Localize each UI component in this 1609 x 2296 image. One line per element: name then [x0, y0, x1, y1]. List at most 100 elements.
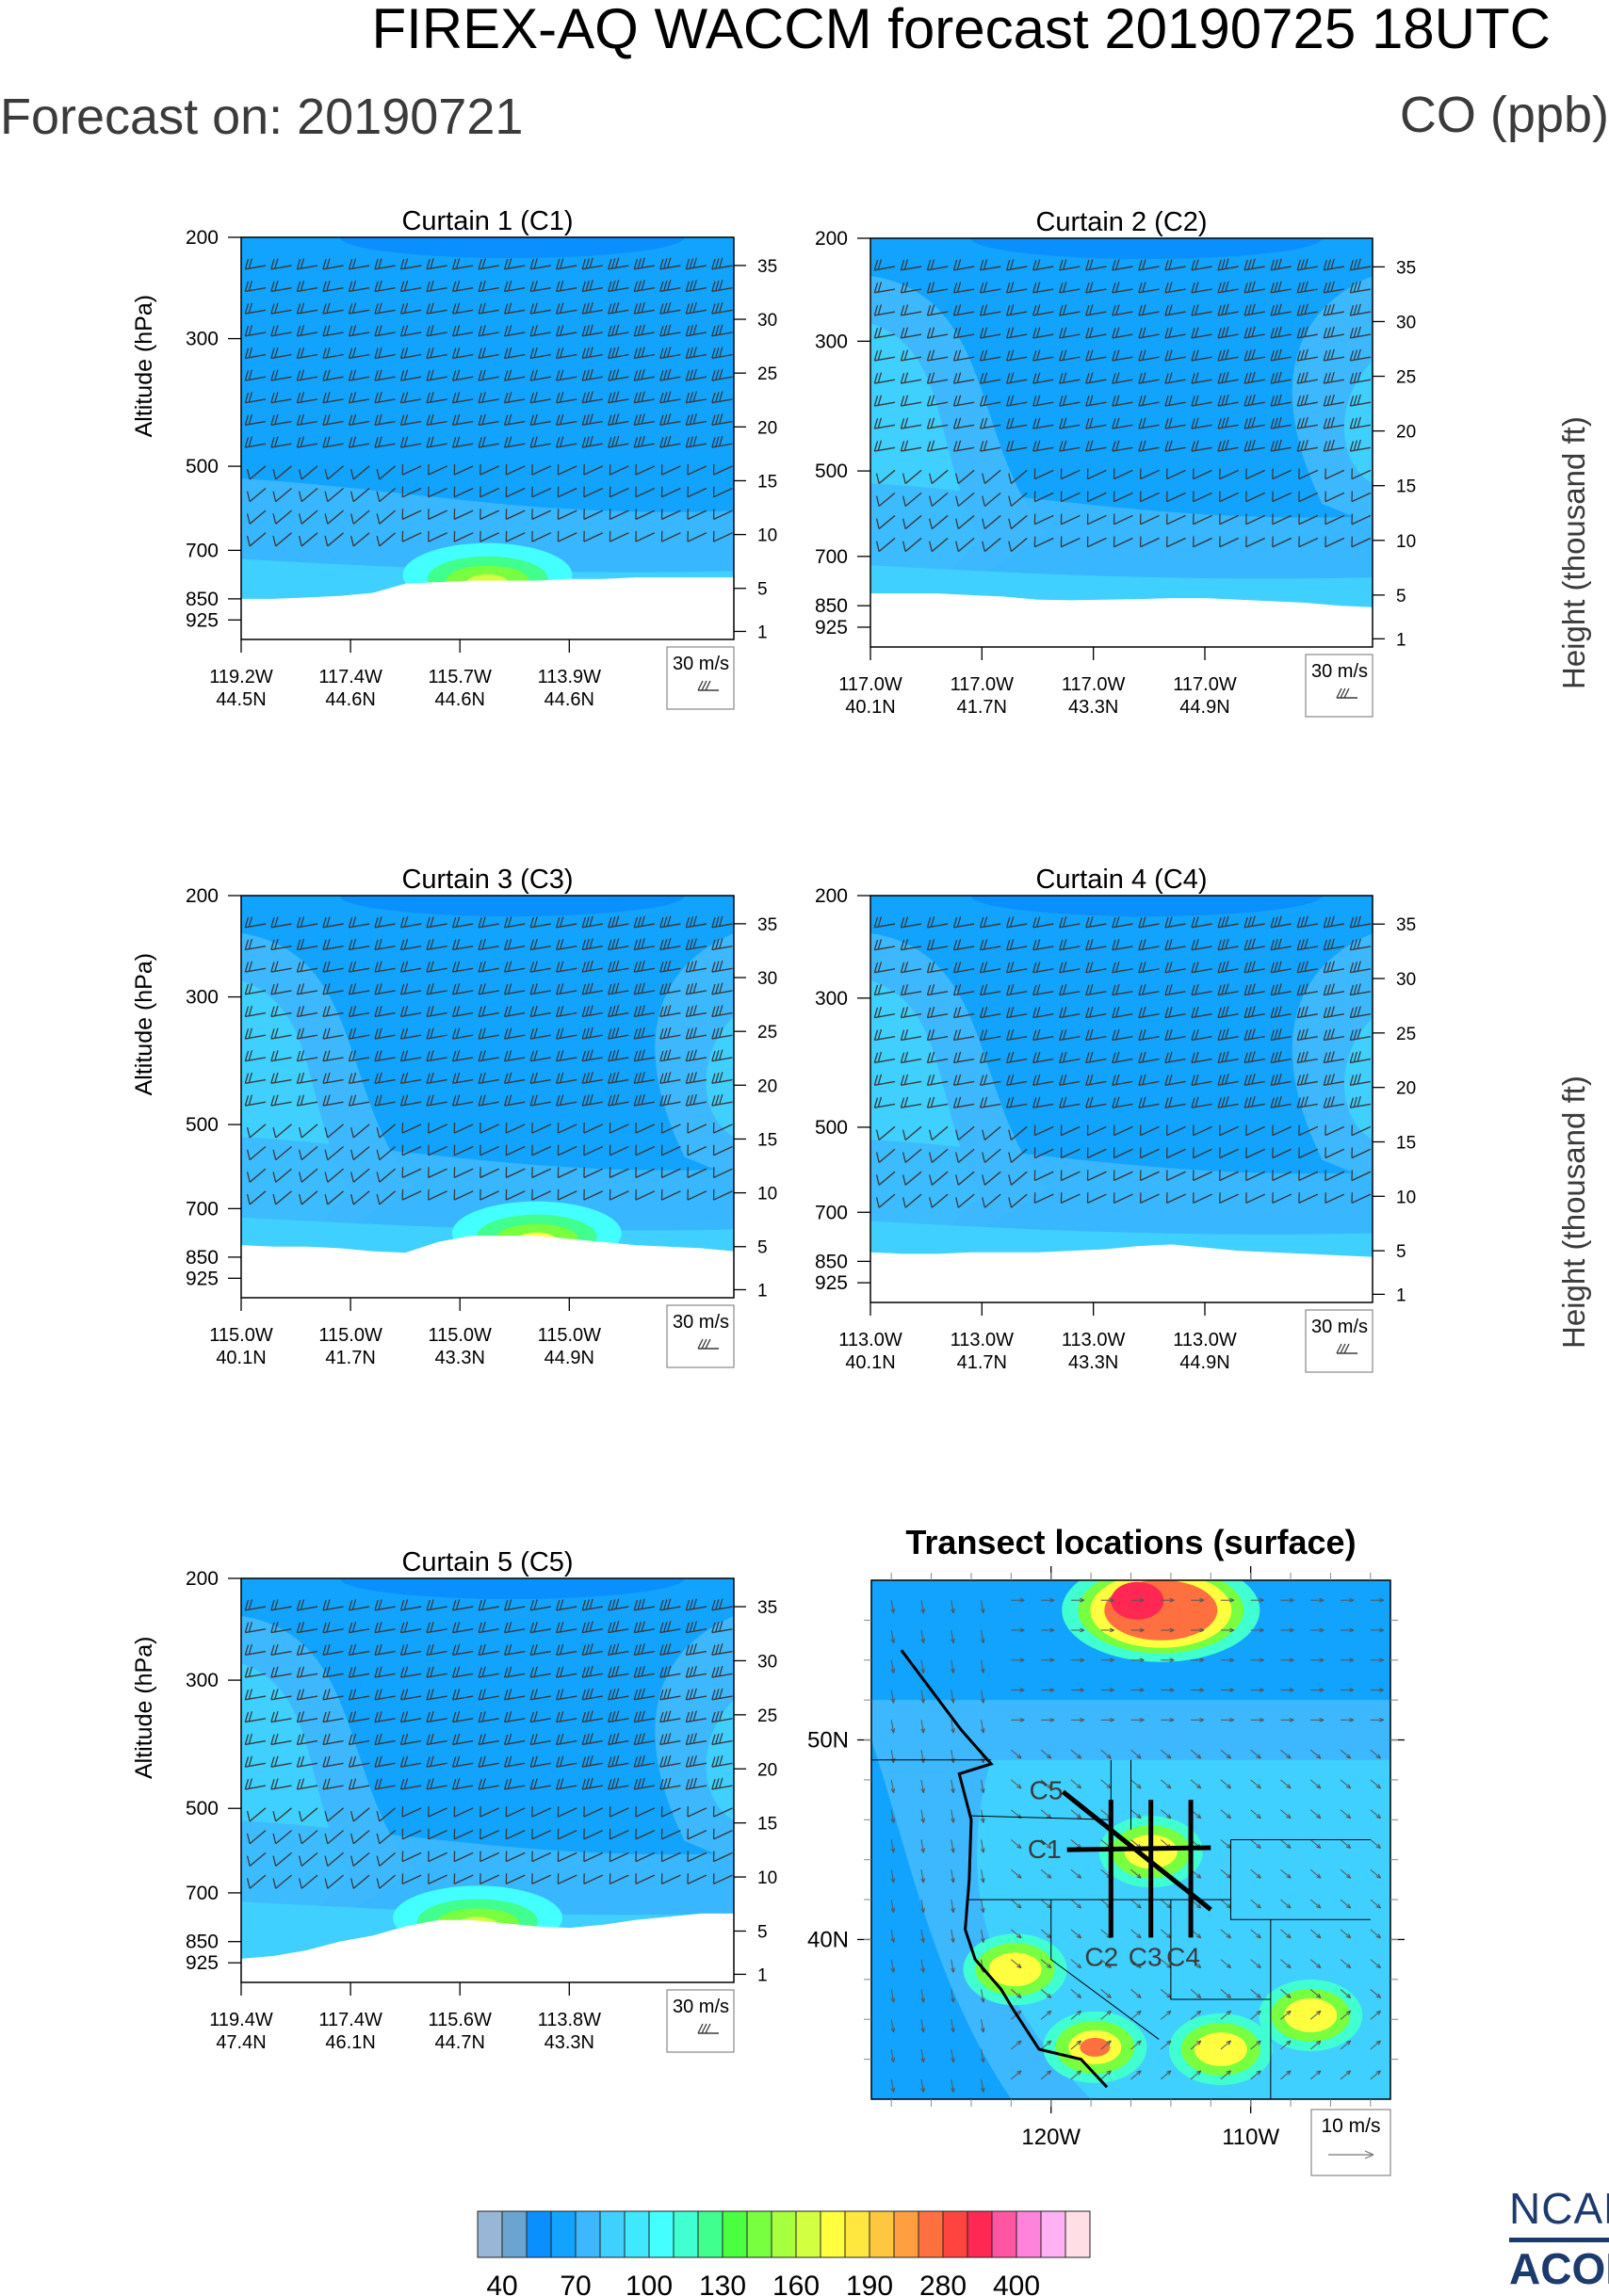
wind-barb — [635, 1807, 656, 1818]
wind-arrow-head — [1349, 1717, 1355, 1722]
y2-tick-label: 1 — [1396, 630, 1406, 650]
wind-arrow-head — [890, 1638, 896, 1644]
wind-barb — [270, 265, 292, 270]
wind-barb-flag — [955, 1174, 959, 1186]
wind-barb-flag — [1270, 396, 1275, 407]
wind-barb-flag — [1191, 373, 1195, 384]
wind-barb — [504, 945, 526, 951]
wind-barb-flag — [1005, 916, 1011, 929]
wind-barb-flag — [481, 1666, 486, 1677]
wind-arrow — [1370, 1749, 1381, 1759]
x-tick-label-lon: 117.0W — [1173, 674, 1237, 695]
y2-tick-label: 15 — [1396, 1133, 1416, 1153]
wind-barb — [297, 353, 318, 360]
wind-barb — [556, 1673, 577, 1678]
transect-label-c4: C4 — [1166, 1942, 1200, 1971]
wind-barb — [452, 967, 474, 973]
wind-barb-flag — [663, 369, 668, 380]
wind-barb — [608, 443, 629, 448]
wind-barb-flag — [300, 1733, 305, 1744]
wind-barb-flag — [689, 1027, 694, 1039]
wind-barb-flag — [641, 982, 645, 994]
wind-barb — [608, 286, 629, 293]
wind-barb-flag — [689, 1778, 694, 1789]
wind-barb — [428, 465, 447, 476]
wind-barb-flag — [1296, 328, 1301, 339]
wind-barb — [556, 265, 577, 270]
wind-barb — [659, 286, 681, 293]
wind-barb-flag — [296, 962, 301, 973]
wind-barb-flag — [1274, 962, 1278, 973]
wind-arrow-head — [1286, 1814, 1292, 1819]
wind-barb-flag — [1323, 1052, 1328, 1063]
wind-barb-flag — [589, 324, 593, 335]
wind-barb-flag — [982, 1174, 985, 1186]
wind-barb — [1112, 424, 1133, 429]
wind-barb-flag — [1063, 1006, 1067, 1018]
wind-barb-flag — [296, 939, 301, 950]
wind-barb-flag — [248, 1711, 253, 1722]
wind-barb — [1324, 333, 1345, 339]
wind-barb-flag — [300, 436, 305, 447]
y-tick-label: 850 — [815, 1251, 848, 1272]
wind-barb — [452, 1034, 474, 1040]
wind-barb-flag — [1112, 939, 1116, 950]
wind-arrow-head — [1259, 1688, 1264, 1692]
wind-arrow-head — [1226, 2070, 1232, 2076]
wind-barb-flag — [1225, 258, 1229, 269]
wind-arrow-head — [890, 1848, 896, 1853]
wind-barb-flag — [507, 280, 512, 291]
wind-barb — [874, 288, 896, 294]
wind-barb-flag — [1270, 259, 1275, 271]
wind-arrow-head — [951, 1638, 955, 1644]
wind-arrow-head — [1345, 1963, 1352, 1969]
wind-barb-flag — [633, 437, 639, 448]
wind-barb-flag — [711, 258, 716, 270]
wind-barb-flag — [900, 984, 905, 995]
wind-barb — [874, 1013, 896, 1019]
curtain-field — [241, 896, 734, 1298]
wind-barb-flag — [1323, 984, 1328, 995]
wind-barb-flag — [503, 962, 509, 973]
wind-barb-flag — [930, 440, 935, 451]
wind-barb-flag — [1005, 1075, 1011, 1086]
wind-barb-flag — [1277, 326, 1282, 337]
wind-barb-flag — [248, 325, 253, 336]
wind-barb — [874, 1035, 896, 1042]
wind-barb-flag — [589, 1072, 593, 1083]
wind-barb-flag — [902, 1152, 906, 1163]
wind-arrow-head — [980, 1728, 985, 1734]
wind-barb-flag — [608, 1599, 612, 1611]
wind-barb-flag — [1142, 349, 1146, 361]
y-tick-label: 925 — [186, 1952, 219, 1974]
curtain-panel-4: Curtain 4 (C4)20030050070085092535302520… — [815, 865, 1416, 1373]
wind-barb — [452, 923, 474, 929]
wind-barb-flag — [589, 435, 593, 446]
wind-barb-flag — [1138, 304, 1143, 316]
y-tick-label: 700 — [815, 546, 848, 568]
wind-arrow — [1280, 1839, 1292, 1849]
wind-barb-flag — [376, 1810, 381, 1822]
wind-barb-flag — [1243, 1097, 1248, 1108]
wind-barb — [582, 923, 603, 929]
wind-barb-flag — [296, 1667, 301, 1678]
wind-barb-flag — [324, 1172, 329, 1183]
wind-barb — [1219, 1193, 1239, 1205]
wind-barb — [874, 1103, 896, 1108]
wind-barb — [504, 1034, 526, 1040]
wind-barb — [506, 1168, 526, 1179]
wind-barb — [1006, 1103, 1028, 1108]
wind-barb-flag — [296, 281, 301, 292]
wind-arrow-head — [1319, 1657, 1325, 1663]
wind-barb-flag — [663, 1733, 668, 1744]
map-offshore-field — [871, 1739, 1012, 2099]
wind-barb-flag — [248, 1689, 253, 1700]
wind-barb — [249, 532, 267, 547]
wind-barb — [452, 443, 474, 448]
wind-barb-flag — [1357, 371, 1361, 382]
wind-arrow — [1100, 1959, 1112, 1969]
wind-barb-flag — [1138, 1029, 1143, 1041]
wind-barb-flag — [641, 347, 645, 358]
wind-barb — [1140, 537, 1160, 548]
wind-barb — [1298, 1171, 1319, 1182]
